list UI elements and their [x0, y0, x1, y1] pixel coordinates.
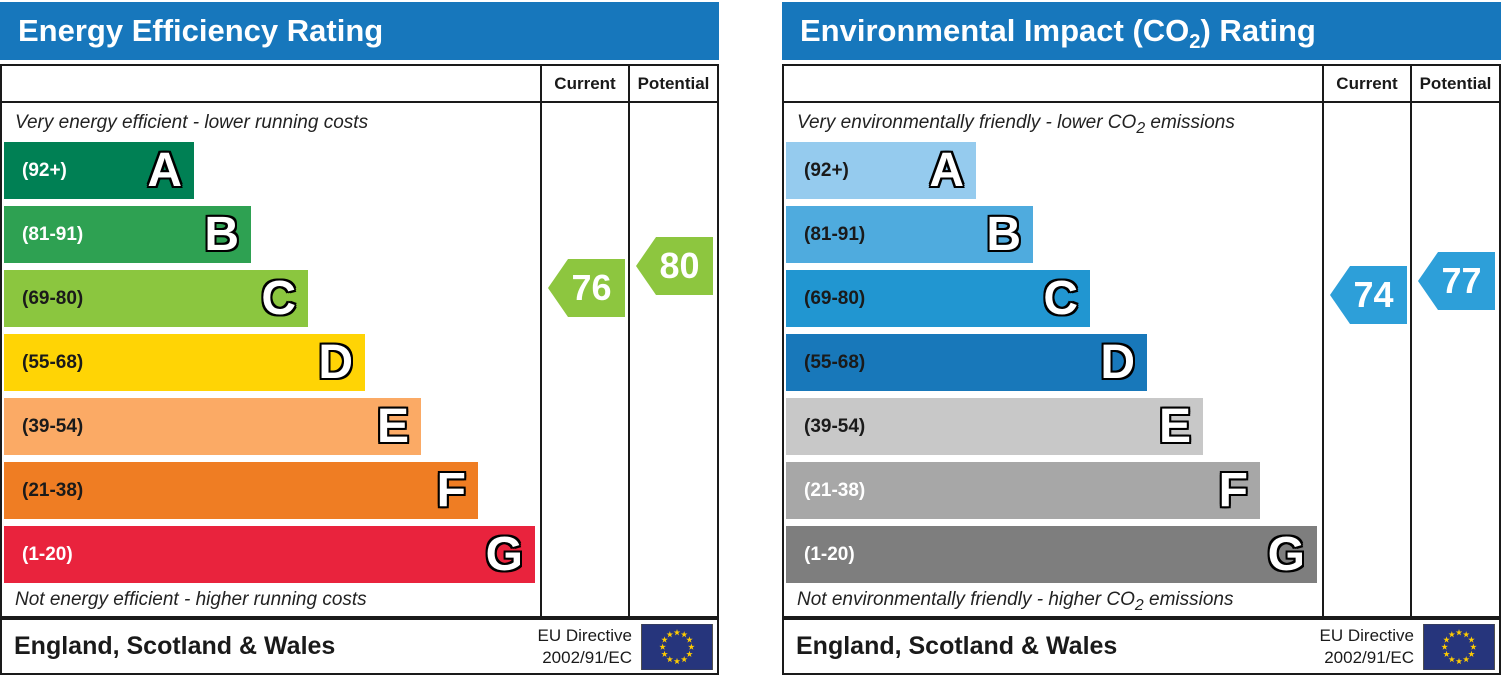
- footer: England, Scotland & Wales EU Directive 2…: [0, 618, 719, 675]
- rating-bands: (92+) A (81-91) B (69-80) C (55-68) D: [786, 142, 1317, 590]
- band-d: (55-68) D: [786, 334, 1147, 391]
- band-letter: G: [1267, 527, 1305, 581]
- band-letter: F: [1218, 463, 1248, 517]
- eu-flag-icon: [641, 623, 713, 670]
- band-letter: A: [929, 143, 964, 197]
- top-caption: Very environmentally friendly - lower CO…: [797, 112, 1235, 137]
- band-letter: F: [436, 463, 466, 517]
- band-a: (92+) A: [786, 142, 976, 199]
- current-value-cell: [542, 103, 630, 616]
- eu-directive-label: EU Directive 2002/91/EC: [1320, 625, 1414, 668]
- bands-cell: Very environmentally friendly - lower CO…: [784, 103, 1324, 616]
- band-range: (81-91): [22, 223, 84, 245]
- band-range: (39-54): [804, 415, 866, 437]
- chart-title-text: Energy Efficiency Rating: [18, 13, 384, 48]
- chart-title-text: Environmental Impact (CO: [800, 13, 1190, 48]
- band-letter: A: [147, 143, 182, 197]
- band-g: (1-20) G: [786, 526, 1317, 583]
- rating-table: Current Potential Very energy efficient …: [0, 64, 719, 618]
- potential-column-header: Potential: [1419, 73, 1492, 93]
- current-rating-value: 76: [571, 267, 612, 308]
- band-e: (39-54) E: [4, 398, 421, 455]
- band-letter: G: [485, 527, 523, 581]
- potential-value-cell: [630, 103, 717, 616]
- energy-efficiency-chart: Energy Efficiency Rating Current Potenti…: [0, 0, 719, 675]
- band-range: (69-80): [804, 287, 866, 309]
- band-b: (81-91) B: [786, 206, 1033, 263]
- band-e: (39-54) E: [786, 398, 1203, 455]
- band-letter: D: [318, 335, 353, 389]
- footer: England, Scotland & Wales EU Directive 2…: [782, 618, 1501, 675]
- environmental-impact-chart: Environmental Impact (CO2) Rating Curren…: [782, 0, 1501, 675]
- rating-table: Current Potential Very environmentally f…: [782, 64, 1501, 618]
- current-value-cell: [1324, 103, 1412, 616]
- eu-directive-line1: EU Directive: [1319, 626, 1414, 646]
- band-c: (69-80) C: [4, 270, 308, 327]
- table-body-row: Very environmentally friendly - lower CO…: [784, 103, 1499, 616]
- bottom-caption: Not energy efficient - higher running co…: [15, 589, 367, 610]
- band-letter: C: [261, 271, 296, 325]
- region-label: England, Scotland & Wales: [14, 632, 336, 660]
- band-letter: D: [1100, 335, 1135, 389]
- band-letter: B: [986, 207, 1021, 261]
- band-range: (21-38): [22, 479, 84, 501]
- potential-rating-value: 80: [659, 245, 700, 286]
- table-header-row: Current Potential: [784, 66, 1499, 103]
- bottom-caption: Not environmentally friendly - higher CO…: [797, 589, 1234, 614]
- band-letter: C: [1043, 271, 1078, 325]
- chart-title-subscript: 2: [1189, 31, 1201, 54]
- band-range: (1-20): [804, 543, 855, 565]
- band-c: (69-80) C: [786, 270, 1090, 327]
- band-g: (1-20) G: [4, 526, 535, 583]
- potential-column-header: Potential: [637, 73, 710, 93]
- band-range: (55-68): [804, 351, 866, 373]
- table-header-row: Current Potential: [2, 66, 717, 103]
- band-range: (55-68): [22, 351, 84, 373]
- bands-cell: Very energy efficient - lower running co…: [2, 103, 542, 616]
- current-column-header: Current: [542, 66, 630, 101]
- band-f: (21-38) F: [786, 462, 1260, 519]
- table-body-row: Very energy efficient - lower running co…: [2, 103, 717, 616]
- band-range: (81-91): [804, 223, 866, 245]
- band-f: (21-38) F: [4, 462, 478, 519]
- band-range: (39-54): [22, 415, 84, 437]
- eu-directive-label: EU Directive 2002/91/EC: [538, 625, 632, 668]
- band-range: (92+): [804, 159, 849, 181]
- rating-bands: (92+) A (81-91) B (69-80) C (55-68) D: [4, 142, 535, 590]
- eu-directive-line1: EU Directive: [537, 626, 632, 646]
- band-a: (92+) A: [4, 142, 194, 199]
- band-letter: E: [376, 399, 409, 453]
- band-range: (69-80): [22, 287, 84, 309]
- potential-value-cell: [1412, 103, 1499, 616]
- band-range: (1-20): [22, 543, 73, 565]
- region-label: England, Scotland & Wales: [796, 632, 1118, 660]
- potential-rating-value: 77: [1441, 260, 1482, 301]
- band-b: (81-91) B: [4, 206, 251, 263]
- header-spacer-cell: [784, 66, 1324, 101]
- chart-title: Environmental Impact (CO2) Rating: [782, 2, 1501, 60]
- eu-directive-line2: 2002/91/EC: [1324, 647, 1414, 667]
- eu-flag-icon: [1423, 623, 1495, 670]
- current-column-header: Current: [1324, 66, 1412, 101]
- header-spacer-cell: [2, 66, 542, 101]
- chart-title: Energy Efficiency Rating: [0, 2, 719, 60]
- band-letter: B: [204, 207, 239, 261]
- band-letter: E: [1158, 399, 1191, 453]
- eu-directive-line2: 2002/91/EC: [542, 647, 632, 667]
- chart-title-text-end: ) Rating: [1200, 13, 1316, 48]
- top-caption: Very energy efficient - lower running co…: [15, 112, 369, 133]
- current-rating-value: 74: [1353, 274, 1394, 315]
- band-range: (21-38): [804, 479, 866, 501]
- band-range: (92+): [22, 159, 67, 181]
- band-d: (55-68) D: [4, 334, 365, 391]
